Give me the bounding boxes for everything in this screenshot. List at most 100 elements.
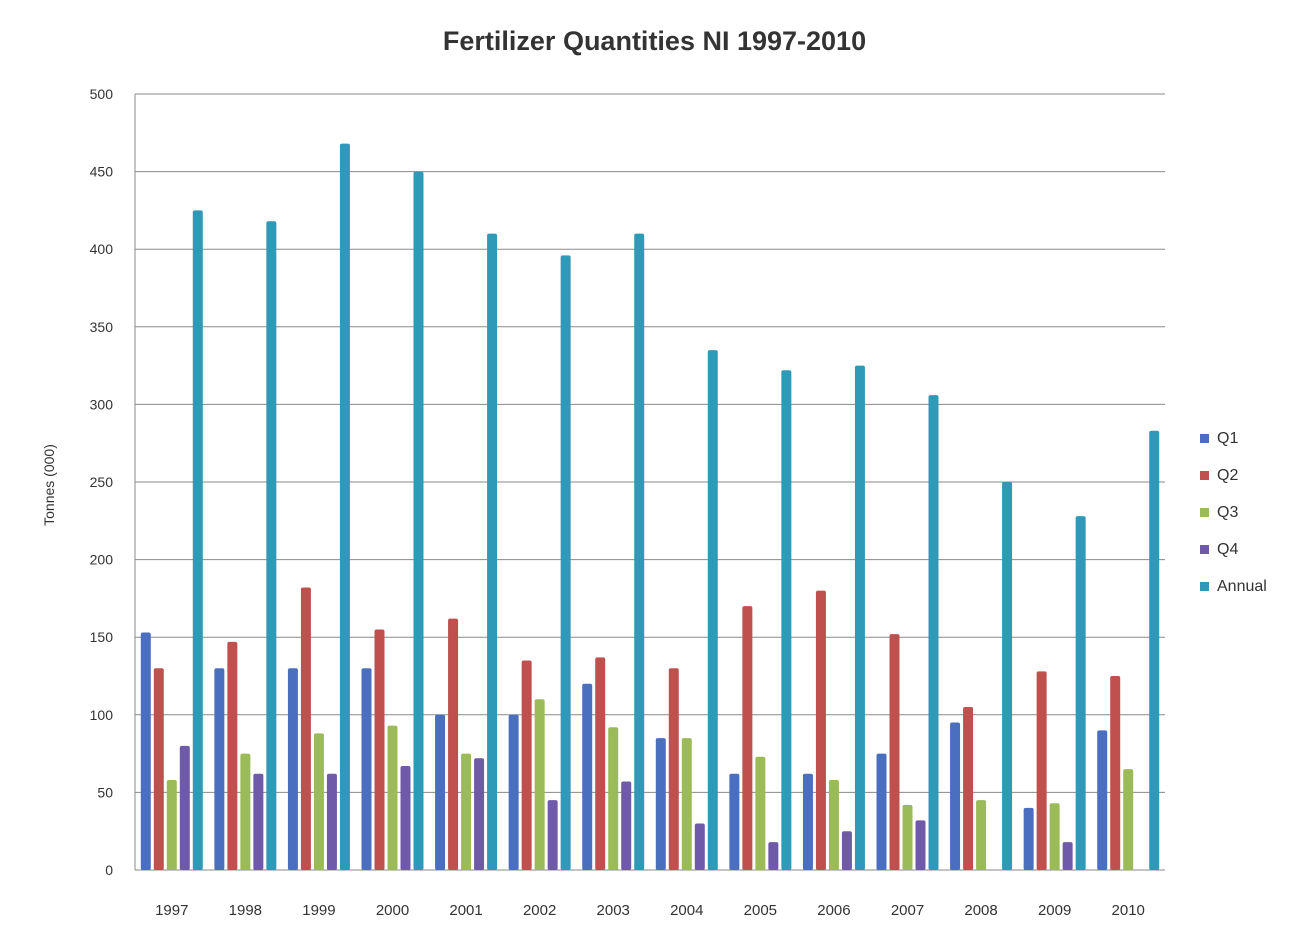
bar-q1-2000 (361, 668, 372, 870)
bar-annual-2004 (707, 350, 718, 871)
bar-q3-2005 (755, 756, 766, 870)
bar-q2-2006 (815, 590, 826, 870)
legend-item: Q4 (1200, 531, 1267, 568)
bar-q1-2004 (655, 738, 666, 870)
legend-item: Q2 (1200, 457, 1267, 494)
legend-item: Q3 (1200, 494, 1267, 531)
y-tick-label: 100 (90, 707, 114, 723)
legend-swatch (1200, 434, 1209, 443)
legend-label: Q2 (1217, 466, 1239, 484)
bar-q2-2007 (889, 634, 900, 870)
bar-q3-2006 (828, 779, 839, 870)
y-tick-label: 400 (90, 241, 114, 257)
legend-swatch (1200, 471, 1209, 480)
bar-q4-1998 (253, 773, 264, 870)
bar-q4-2003 (621, 781, 632, 870)
bar-annual-1998 (266, 221, 277, 870)
y-tick-label: 0 (105, 862, 113, 878)
bar-q2-2005 (742, 606, 753, 870)
bar-q4-2000 (400, 766, 411, 870)
bar-q1-1997 (140, 632, 151, 870)
bar-q4-1997 (179, 745, 190, 870)
y-tick-label: 450 (90, 164, 114, 180)
bar-q2-1997 (153, 668, 164, 870)
bar-q1-2001 (435, 714, 446, 870)
bar-q3-2000 (387, 725, 398, 870)
x-tick-label: 1997 (155, 902, 188, 919)
bar-q3-1999 (313, 733, 324, 870)
bar-q1-1999 (287, 668, 298, 870)
bar-q3-1997 (166, 779, 177, 870)
bar-q1-2006 (802, 773, 813, 870)
bar-q4-2006 (841, 831, 852, 870)
bar-q4-2009 (1062, 842, 1073, 870)
y-tick-label: 300 (90, 396, 114, 412)
bar-annual-1997 (192, 210, 203, 870)
x-tick-label: 1999 (302, 902, 335, 919)
x-tick-label: 2006 (817, 902, 850, 919)
bar-q2-2000 (374, 629, 385, 870)
bar-q1-1998 (214, 668, 225, 870)
bar-annual-1999 (339, 143, 350, 870)
bar-q4-2007 (915, 820, 926, 870)
x-tick-label: 2002 (523, 902, 556, 919)
bar-annual-2001 (487, 233, 498, 870)
bar-annual-2002 (560, 255, 571, 870)
bar-q3-2007 (902, 804, 913, 870)
y-tick-label: 50 (97, 784, 113, 800)
bar-annual-2003 (634, 233, 645, 870)
x-tick-label: 1998 (229, 902, 262, 919)
legend-item: Q1 (1200, 420, 1267, 457)
x-tick-label: 2010 (1112, 902, 1145, 919)
bar-q3-1998 (240, 753, 251, 870)
bar-q4-2004 (694, 823, 705, 870)
bar-q2-2003 (595, 657, 606, 870)
bar-q2-2008 (963, 707, 974, 870)
bar-q2-1998 (227, 641, 238, 870)
bar-q2-1999 (300, 587, 311, 870)
bar-annual-2009 (1075, 516, 1086, 870)
y-tick-label: 200 (90, 552, 114, 568)
bar-q1-2005 (729, 773, 740, 870)
x-tick-label: 2004 (670, 902, 703, 919)
legend-label: Q1 (1217, 429, 1239, 447)
bar-q3-2003 (608, 727, 619, 870)
bar-q2-2002 (521, 660, 532, 870)
bar-q3-2008 (976, 800, 987, 870)
chart-title: Fertilizer Quantities NI 1997-2010 (442, 26, 867, 56)
bar-annual-2007 (928, 395, 939, 870)
x-tick-label: 2007 (891, 902, 924, 919)
bar-annual-2005 (781, 370, 792, 870)
bar-q2-2010 (1110, 676, 1121, 870)
x-tick-label: 2001 (449, 902, 482, 919)
bar-q1-2010 (1097, 730, 1108, 870)
legend-swatch (1200, 508, 1209, 517)
bar-q3-2002 (534, 699, 545, 870)
legend-label: Q3 (1217, 503, 1239, 521)
chart-legend: Q1 Q2 Q3 Q4 Annual (1200, 420, 1267, 605)
bar-annual-2010 (1149, 430, 1160, 870)
y-tick-label: 150 (90, 629, 114, 645)
bar-q1-2003 (582, 683, 593, 870)
bar-q3-2009 (1049, 803, 1060, 870)
bar-annual-2008 (1002, 482, 1013, 870)
legend-label: Annual (1217, 577, 1267, 595)
bar-q2-2009 (1036, 671, 1047, 870)
bar-q1-2008 (950, 722, 961, 870)
legend-label: Q4 (1217, 540, 1239, 558)
y-tick-label: 350 (90, 319, 114, 335)
bar-annual-2006 (854, 365, 865, 870)
y-tick-label: 250 (90, 474, 114, 490)
bar-q1-2002 (508, 714, 519, 870)
x-tick-label: 2009 (1038, 902, 1071, 919)
bar-q3-2010 (1123, 769, 1134, 870)
bar-q2-2004 (668, 668, 679, 870)
x-tick-label: 2000 (376, 902, 409, 919)
x-tick-label: 2005 (744, 902, 777, 919)
bar-annual-2000 (413, 171, 424, 871)
bar-q4-2001 (474, 758, 485, 870)
bar-q3-2001 (461, 753, 472, 870)
bar-q4-2002 (547, 800, 558, 870)
bar-q1-2007 (876, 753, 887, 870)
